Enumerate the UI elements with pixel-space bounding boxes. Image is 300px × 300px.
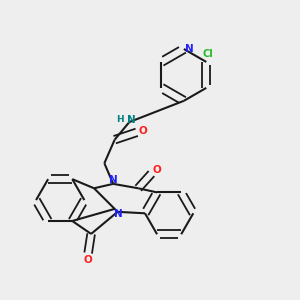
Text: N: N (127, 115, 136, 125)
Text: O: O (139, 126, 148, 136)
Text: N: N (110, 175, 118, 185)
Text: Cl: Cl (202, 49, 213, 59)
Text: O: O (83, 254, 92, 265)
Text: O: O (152, 165, 161, 175)
Text: N: N (185, 44, 194, 54)
Text: H: H (116, 115, 124, 124)
Text: N: N (114, 209, 123, 219)
